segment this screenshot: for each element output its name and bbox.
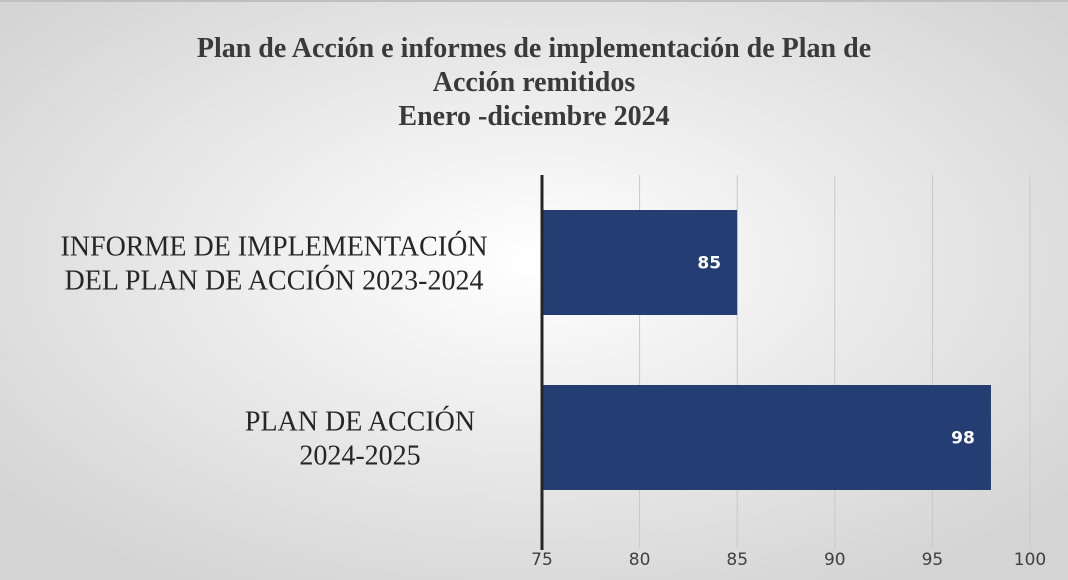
chart-title: Plan de Acción e informes de implementac… xyxy=(197,33,871,64)
y-tick-label: INFORME DE IMPLEMENTACIÓN xyxy=(60,232,487,263)
bar xyxy=(542,385,991,490)
chart-title: Acción remitidos xyxy=(433,67,636,98)
x-tick-label: 100 xyxy=(1014,550,1046,570)
x-tick-label: 95 xyxy=(922,550,944,570)
chart-title: Enero -diciembre 2024 xyxy=(398,101,669,132)
bar xyxy=(542,210,738,315)
value-label: 85 xyxy=(697,254,721,274)
value-label: 98 xyxy=(951,429,975,449)
x-tick-label: 90 xyxy=(824,550,846,570)
x-tick-label: 75 xyxy=(531,550,553,570)
y-tick-label: PLAN DE ACCIÓN xyxy=(245,407,475,438)
x-tick-label: 85 xyxy=(726,550,748,570)
y-tick-label: DEL PLAN DE ACCIÓN 2023-2024 xyxy=(65,266,484,297)
y-tick-label: 2024-2025 xyxy=(299,441,420,472)
x-tick-label: 80 xyxy=(629,550,651,570)
